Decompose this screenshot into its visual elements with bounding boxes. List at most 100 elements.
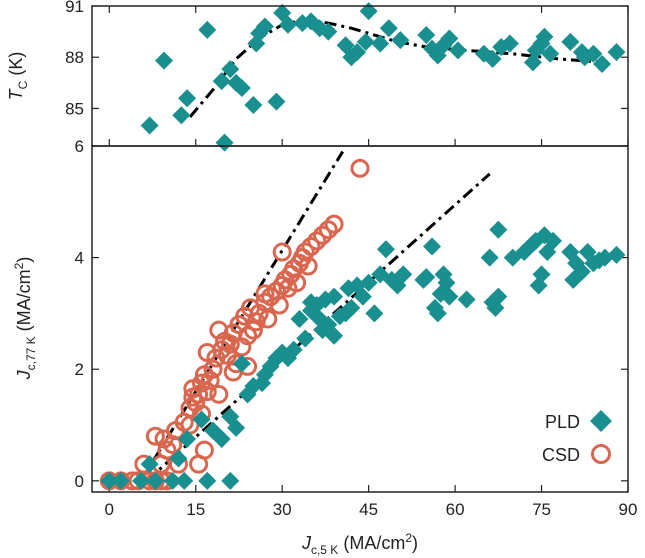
csd-point — [307, 231, 327, 251]
pld-point-tc — [359, 2, 378, 21]
csd-point — [220, 334, 240, 354]
pld-point-tc — [172, 106, 191, 125]
bottom-y-tick-label: 6 — [75, 137, 84, 156]
pld-point — [192, 410, 211, 429]
pld-point-tc — [178, 89, 197, 108]
bottom-ylabel-end: ) — [14, 257, 34, 263]
pld-point — [544, 231, 563, 250]
pld-point-tc — [267, 92, 286, 111]
bottom-x-tick-label: 30 — [273, 500, 292, 519]
pld-point-tc — [584, 44, 603, 63]
top-panel-tc: 85 88 91 TC (K) — [6, 0, 629, 152]
pld-point — [221, 471, 240, 490]
bottom-x-tick-label: 60 — [446, 500, 465, 519]
pld-point — [489, 287, 508, 306]
bottom-x-tick-label: 75 — [532, 500, 551, 519]
top-pld-points — [140, 2, 626, 152]
pld-point-tc — [348, 43, 367, 62]
bottom-xlabel-main: J — [301, 533, 312, 553]
pld-point — [428, 304, 447, 323]
pld-point-tc — [500, 34, 519, 53]
pld-point — [572, 262, 591, 281]
pld-point-tc — [440, 29, 459, 48]
csd-point — [154, 429, 174, 449]
bottom-x-tick-labels: 0 15 30 45 60 75 90 — [105, 500, 638, 519]
pld-point — [238, 385, 257, 404]
pld-point-tc — [198, 20, 217, 39]
csd-point — [238, 326, 258, 346]
top-y-axis-label: TC (K) — [6, 52, 30, 101]
pld-point — [532, 265, 551, 284]
pld-point-tc — [319, 22, 338, 41]
bottom-x-tick-label: 0 — [105, 500, 114, 519]
csd-point — [157, 440, 177, 460]
bottom-pld-points — [100, 220, 626, 490]
bottom-x-tick-label: 15 — [186, 500, 205, 519]
pld-point — [111, 471, 130, 490]
csd-point — [258, 309, 278, 329]
csd-point — [209, 320, 229, 340]
pld-point-tc — [212, 72, 231, 91]
csd-point — [145, 426, 165, 446]
pld-point — [290, 310, 309, 328]
bottom-x-tick-label: 45 — [359, 500, 378, 519]
pld-point-tc — [278, 15, 297, 34]
pld-point — [365, 304, 384, 323]
bottom-xlabel-end: ) — [412, 533, 418, 553]
bottom-ylabel-sub: c,77 K — [24, 336, 38, 370]
csd-point — [246, 312, 266, 332]
bottom-y-axis-label: Jc,77 K (MA/cm2) — [12, 257, 38, 381]
pld-point — [376, 240, 395, 259]
pld-point — [325, 326, 344, 345]
pld-point-tc — [255, 17, 274, 36]
pld-point — [353, 287, 372, 306]
legend-pld-marker — [590, 410, 612, 432]
csd-point — [313, 225, 333, 245]
pld-point — [212, 429, 231, 448]
pld-point-tc — [535, 27, 554, 46]
pld-point — [316, 290, 335, 309]
pld-point — [175, 471, 194, 490]
pld-point-tc — [541, 44, 560, 63]
pld-point — [146, 471, 165, 490]
legend-csd-marker — [591, 444, 611, 464]
bottom-y-tick-label: 4 — [75, 249, 84, 268]
pld-point — [359, 273, 378, 292]
pld-point-tc — [607, 43, 626, 62]
csd-point — [301, 236, 321, 256]
bottom-ylabel-sup: 2 — [12, 262, 26, 269]
pld-point — [302, 293, 321, 312]
pld-point-tc — [523, 53, 542, 72]
pld-point-tc — [221, 60, 240, 79]
pld-point-tc — [417, 26, 436, 45]
top-fit-line — [188, 18, 606, 118]
pld-point — [232, 354, 251, 373]
pld-point — [284, 340, 303, 359]
csd-point — [350, 158, 370, 178]
pld-point — [457, 290, 476, 309]
top-y-tick-label: 91 — [65, 0, 84, 16]
bottom-plot-frame — [91, 145, 629, 493]
bottom-x-tick-label: 90 — [619, 500, 638, 519]
top-ylabel-sub: C — [16, 80, 30, 89]
bottom-xlabel-sup: 2 — [405, 531, 412, 545]
pld-point-tc — [232, 78, 251, 97]
pld-point — [489, 220, 508, 239]
pld-point — [227, 418, 246, 437]
bottom-ylabel-unit: (MA/cm — [14, 269, 34, 336]
pld-point — [339, 279, 358, 298]
csd-point — [203, 359, 223, 379]
bottom-ylabel-main: J — [14, 369, 34, 380]
pld-point — [198, 471, 217, 490]
top-axes-ticks — [92, 5, 629, 146]
legend: PLD CSD — [542, 410, 612, 465]
pld-point-tc — [561, 32, 580, 51]
pld-point-tc — [448, 41, 467, 60]
pld-point — [169, 449, 188, 468]
pld-point — [394, 265, 413, 284]
legend-label-csd: CSD — [542, 445, 580, 465]
csd-point — [243, 320, 263, 340]
pld-point — [131, 471, 150, 490]
